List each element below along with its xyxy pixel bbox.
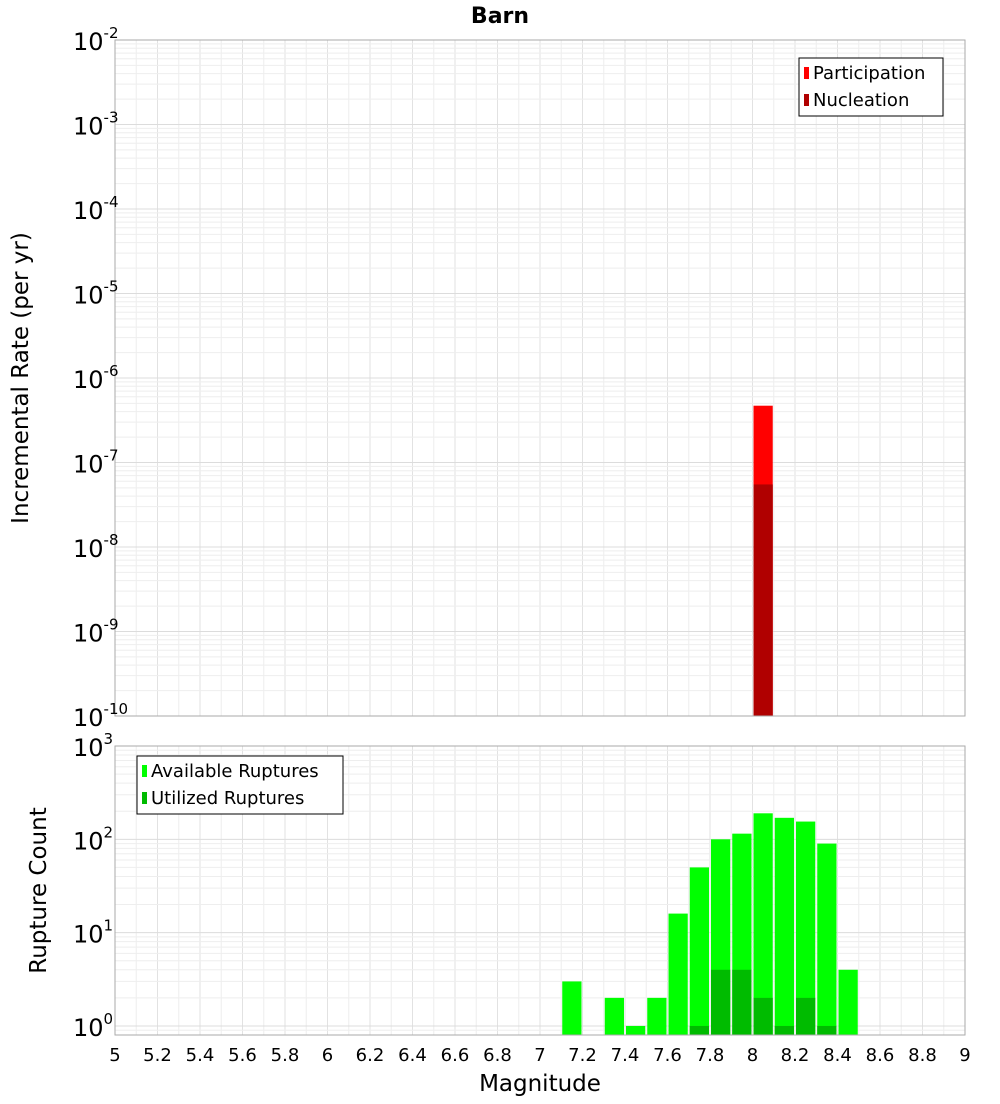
bar-available-ruptures	[626, 1025, 646, 1035]
bar-utilized-ruptures	[817, 1025, 837, 1035]
bar-utilized-ruptures	[689, 1025, 709, 1035]
bar-utilized-ruptures	[753, 997, 773, 1035]
x-tick-label: 6.6	[441, 1045, 470, 1066]
x-tick-label: 5.6	[228, 1045, 257, 1066]
x-tick-label: 6.2	[356, 1045, 385, 1066]
y-tick-label: 10-6	[73, 362, 119, 394]
y-tick-label: 100	[73, 1010, 113, 1042]
bar-available-ruptures	[774, 817, 794, 1035]
x-tick-label: 7.8	[696, 1045, 725, 1066]
y-tick-label: 10-3	[73, 109, 119, 141]
bar-nucleation	[753, 484, 773, 716]
y-tick-label: 10-8	[73, 531, 119, 563]
bar-available-ruptures	[562, 981, 582, 1035]
bar-utilized-ruptures	[711, 969, 731, 1035]
bar-available-ruptures	[689, 867, 709, 1035]
x-tick-label: 7.6	[653, 1045, 682, 1066]
bar-available-ruptures	[647, 997, 667, 1035]
y-tick-label: 10-4	[73, 193, 119, 225]
y-tick-label: 10-5	[73, 278, 119, 310]
plot-frame-0	[114, 39, 966, 717]
x-tick-label: 8	[747, 1045, 758, 1066]
x-tick-label: 8.4	[823, 1045, 852, 1066]
legend-label: Available Ruptures	[151, 761, 319, 782]
bar-utilized-ruptures	[732, 969, 752, 1035]
x-tick-label: 8.2	[781, 1045, 810, 1066]
legend-label: Participation	[813, 63, 925, 84]
x-tick-label: 8.6	[866, 1045, 895, 1066]
x-tick-label: 9	[959, 1045, 970, 1066]
y-axis-label: Rupture Count	[26, 807, 52, 973]
x-axis-label: Magnitude	[479, 1071, 601, 1097]
bar-available-ruptures	[796, 821, 816, 1035]
y-axis-label: Incremental Rate (per yr)	[8, 232, 34, 524]
legend-label: Utilized Ruptures	[151, 788, 304, 809]
legend-box	[798, 57, 944, 117]
legend-swatch	[804, 67, 809, 79]
bar-available-ruptures	[753, 813, 773, 1035]
x-tick-label: 6	[322, 1045, 333, 1066]
x-tick-label: 7.2	[568, 1045, 597, 1066]
x-tick-label: 5	[109, 1045, 120, 1066]
bar-utilized-ruptures	[774, 1025, 794, 1035]
x-tick-label: 7.4	[611, 1045, 640, 1066]
x-tick-label: 5.4	[186, 1045, 215, 1066]
x-tick-label: 8.8	[908, 1045, 937, 1066]
x-tick-label: 5.2	[143, 1045, 172, 1066]
bar-available-ruptures	[817, 843, 837, 1035]
x-tick-label: 6.4	[398, 1045, 427, 1066]
bar-utilized-ruptures	[796, 997, 816, 1035]
bar-available-ruptures	[668, 913, 688, 1035]
chart-title: Barn	[471, 4, 529, 29]
x-tick-label: 5.8	[271, 1045, 300, 1066]
y-tick-label: 10-9	[73, 616, 119, 648]
x-tick-label: 7	[534, 1045, 545, 1066]
legend-swatch	[804, 94, 809, 106]
x-tick-label: 6.8	[483, 1045, 512, 1066]
y-tick-label: 102	[73, 823, 113, 855]
y-tick-label: 10-7	[73, 447, 119, 479]
y-tick-label: 10-10	[73, 700, 128, 732]
bar-available-ruptures	[604, 997, 624, 1035]
legend-label: Nucleation	[813, 90, 909, 111]
bar-available-ruptures	[838, 969, 858, 1035]
y-tick-label: 101	[73, 917, 113, 949]
y-tick-label: 10-2	[73, 24, 119, 56]
legend-box	[136, 755, 344, 815]
legend-swatch	[142, 765, 147, 777]
legend-swatch	[142, 792, 147, 804]
y-tick-label: 103	[73, 730, 113, 762]
plot-frame-1	[114, 745, 966, 1036]
